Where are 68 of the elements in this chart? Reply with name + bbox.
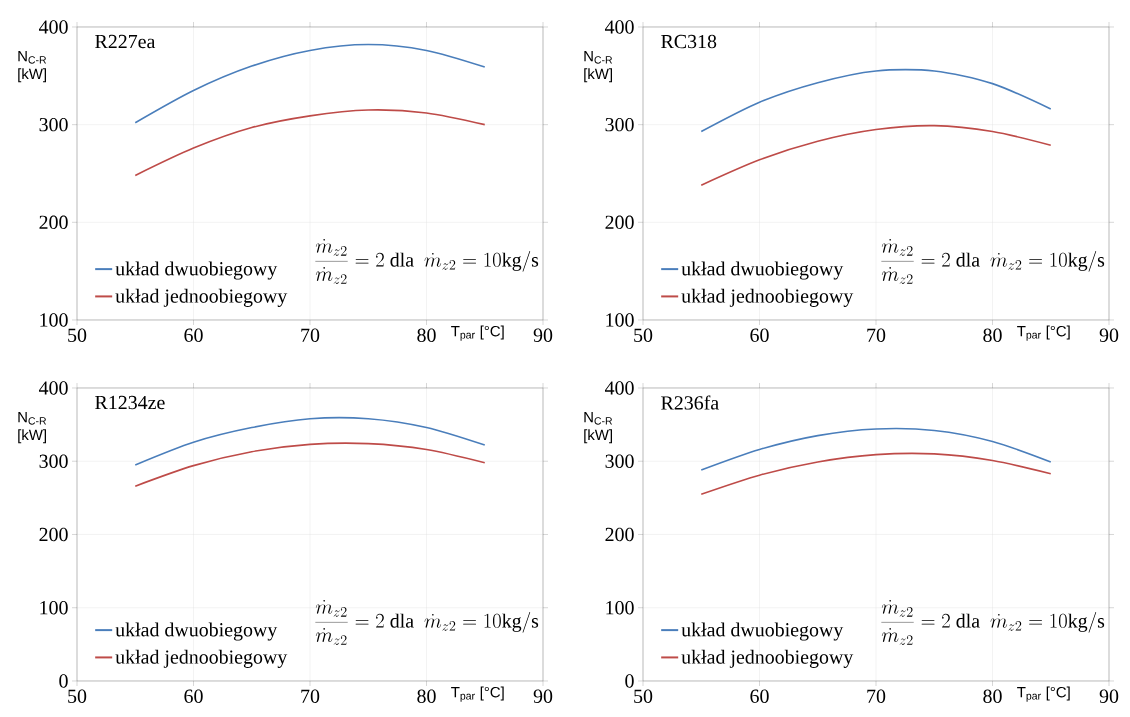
x-tick-label: 70 xyxy=(867,328,886,342)
line-series xyxy=(700,124,1052,186)
x-tick-label: 90 xyxy=(533,328,553,342)
y-tick-label: 100 xyxy=(606,313,634,327)
y-tick-label: 100 xyxy=(606,601,634,615)
line-series xyxy=(134,442,486,487)
x-tick-label: 70 xyxy=(301,328,320,342)
y-tick-label: 200 xyxy=(39,215,68,230)
legend-label: układ dwuobiegowy xyxy=(115,261,278,280)
x-tick-label: 50 xyxy=(68,328,87,342)
legend-label: układ jednoobiegowy xyxy=(681,649,854,668)
y-tick-label: 100 xyxy=(40,313,68,327)
x-tick-label: 60 xyxy=(184,328,203,342)
chart-title: RC318 xyxy=(661,34,717,49)
y-tick-label: 300 xyxy=(605,454,634,468)
y-tick-label: 200 xyxy=(605,215,634,230)
y-axis-title: N$_{C-R}$ [kW] xyxy=(18,411,47,444)
x-tick-label: 70 xyxy=(301,689,320,703)
x-axis-title: T$_{par}$ [°C] xyxy=(1017,325,1070,341)
x-tick-label: 80 xyxy=(983,328,1002,342)
y-tick-label: 400 xyxy=(604,20,634,34)
x-tick-label: 50 xyxy=(68,689,87,703)
x-tick-label: 80 xyxy=(417,328,436,342)
y-tick-label: 400 xyxy=(38,20,68,34)
x-axis-title: T$_{par}$ [°C] xyxy=(451,686,504,702)
legend-label: układ dwuobiegowy xyxy=(681,261,844,280)
annotation: $\frac{\dot{m}_{z2}}{\dot{m}_{z2}} = 2\ \mathrm{dla}\ \ \dot{m}_{z2} = 10\mathrm{kg/s}$ xyxy=(881,238,1105,284)
y-axis-title: N$_{C-R}$ [kW] xyxy=(584,411,613,444)
x-tick-label: 50 xyxy=(634,328,653,342)
x-tick-label: 60 xyxy=(184,689,203,703)
x-tick-label: 90 xyxy=(1099,689,1119,703)
annotation: $\frac{\dot{m}_{z2}}{\dot{m}_{z2}} = 2\ \mathrm{dla}\ \ \dot{m}_{z2} = 10\mathrm{kg/s}$ xyxy=(315,238,539,284)
x-tick-label: 50 xyxy=(634,689,653,703)
legend-label: układ dwuobiegowy xyxy=(681,622,844,641)
x-axis-title: T$_{par}$ [°C] xyxy=(1017,686,1070,702)
x-tick-label: 80 xyxy=(417,689,436,703)
line-series xyxy=(700,452,1052,495)
line-series xyxy=(700,427,1052,471)
x-tick-label: 60 xyxy=(750,689,769,703)
x-tick-label: 90 xyxy=(1099,328,1119,342)
line-series xyxy=(134,417,486,466)
legend-label: układ jednoobiegowy xyxy=(681,288,854,307)
y-tick-label: 100 xyxy=(40,601,68,615)
x-tick-label: 80 xyxy=(983,689,1002,703)
legend-label: układ dwuobiegowy xyxy=(115,622,278,641)
legend-label: układ jednoobiegowy xyxy=(115,288,288,307)
x-axis-title: T$_{par}$ [°C] xyxy=(451,325,504,341)
annotation: $\frac{\dot{m}_{z2}}{\dot{m}_{z2}} = 2\ \mathrm{dla}\ \ \dot{m}_{z2} = 10\mathrm{kg/s}$ xyxy=(881,599,1105,645)
chart-title: R236fa xyxy=(661,395,719,410)
y-axis-title: N$_{C-R}$ [kW] xyxy=(584,50,613,83)
chart-title: R227ea xyxy=(95,34,156,49)
x-tick-label: 90 xyxy=(533,689,553,703)
chart-title: R1234ze xyxy=(95,395,165,410)
y-tick-label: 0 xyxy=(59,674,68,688)
y-tick-label: 400 xyxy=(604,381,634,395)
y-tick-label: 200 xyxy=(605,527,634,542)
y-tick-label: 400 xyxy=(38,381,68,395)
y-tick-label: 0 xyxy=(625,674,634,688)
legend-label: układ jednoobiegowy xyxy=(115,649,288,668)
y-tick-label: 200 xyxy=(39,527,68,542)
y-axis-title: N$_{C-R}$ [kW] xyxy=(18,50,47,83)
y-tick-label: 300 xyxy=(39,117,68,132)
y-tick-label: 300 xyxy=(605,117,634,132)
y-tick-label: 300 xyxy=(39,454,68,468)
x-tick-label: 60 xyxy=(750,328,769,342)
line-series xyxy=(134,109,486,177)
x-tick-label: 70 xyxy=(867,689,886,703)
annotation: $\frac{\dot{m}_{z2}}{\dot{m}_{z2}} = 2\ \mathrm{dla}\ \ \dot{m}_{z2} = 10\mathrm{kg/s}$ xyxy=(315,599,539,645)
